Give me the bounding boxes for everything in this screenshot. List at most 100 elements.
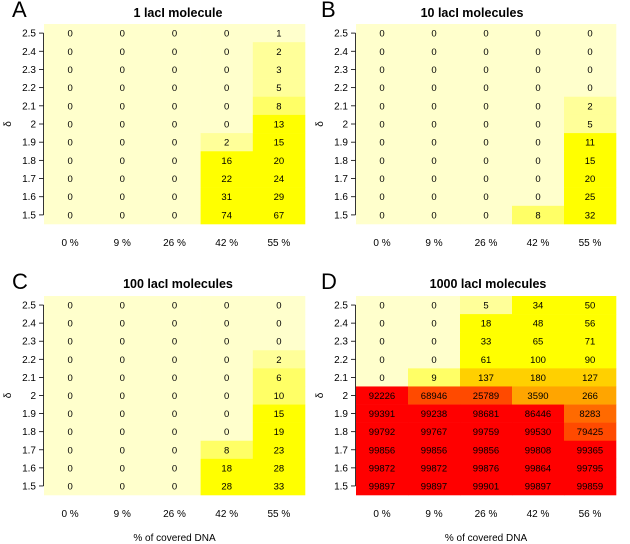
y-axis-label: δ [3,392,14,398]
heatmap-cell [564,151,617,170]
heatmap-cell [252,458,306,478]
cell-value-label: 90 [585,355,596,366]
cell-value-label: 56 [585,319,596,330]
heatmap-cell [44,296,97,315]
heatmap-cell [200,476,254,496]
cell-value-label: 0 [379,301,384,312]
y-tick-label: 1.6 [334,463,348,474]
y-tick-label: 2.3 [22,65,36,76]
cell-value-label: 0 [431,301,436,312]
heatmap-cell [408,96,461,116]
cell-value-label: 99859 [577,481,603,492]
heatmap-cell [44,440,97,460]
y-tick-label: 1.8 [22,156,36,167]
cell-value-label: 0 [483,47,488,58]
heatmap-cell [408,151,461,170]
heatmap-cell [96,440,149,460]
cell-value-label: 100 [530,355,546,366]
cell-value-label: 0 [172,156,177,167]
panel-title: 1 lacI molecule [134,6,223,20]
heatmap-cell [356,440,409,460]
cell-value-label: 5 [483,301,488,312]
y-tick-label: 2.1 [334,101,348,112]
heatmap-cell [148,440,201,460]
heatmap-cell [408,404,461,423]
heatmap-cell [44,314,97,333]
heatmap-cell [408,133,461,152]
heatmap-cell [148,476,201,496]
panel-a: 0 0 0 0 10 0 0 0 20 0 0 0 30 0 0 0 50 0 0 0 80 0 0 0 130 0 0 2 150 0 0… [3,0,306,249]
cell-value-label: 0 [67,301,72,312]
cell-value-label: 18 [221,463,232,474]
y-tick-label: 2 [342,391,348,402]
heatmap-cell [44,60,97,79]
y-tick-label: 2 [30,120,36,131]
heatmap-cell [252,440,306,460]
heatmap-cell [408,386,461,405]
y-tick-label: 1.7 [334,445,348,456]
cell-value-label: 0 [67,65,72,76]
heatmap-cell [148,205,201,225]
cell-value-label: 0 [483,83,488,94]
cell-value-label: 0 [224,373,229,384]
panel-letter: C [12,269,28,294]
cell-value-label: 22 [221,174,232,185]
cell-value-label: 98681 [473,409,499,420]
cell-value-label: 0 [379,373,384,384]
heatmap-cell [564,404,617,423]
heatmap-cell [564,133,617,152]
cell-value-label: 0 [120,445,125,456]
cell-value-label: 0 [172,138,177,149]
heatmap-cell [252,476,306,496]
x-tick-label: 0 % [61,238,78,249]
x-tick-label: 9 % [114,509,131,520]
cell-value-label: 0 [67,156,72,167]
heatmap-cell [512,24,565,43]
heatmap-cell [564,96,617,116]
heatmap-cell [356,96,409,116]
cell-value-label: 5 [276,83,281,94]
x-axis-label: % of covered DNA [445,533,528,544]
heatmap-cell [408,205,461,225]
cell-value-label: 9 [431,373,436,384]
y-tick-label: 1.7 [22,445,36,456]
cell-value-label: 0 [172,192,177,203]
panel-letter: A [12,0,27,22]
y-tick-label: 1.9 [22,409,36,420]
cell-value-label: 0 [172,301,177,312]
heatmap-cell [512,404,565,423]
heatmap-cell [200,24,254,43]
heatmap-cell [512,422,565,442]
heatmap-cell [200,350,254,369]
y-tick-label: 1.9 [334,138,348,149]
cell-value-label: 0 [535,29,540,40]
y-tick-label: 2.4 [22,47,36,58]
heatmap-cell [460,368,513,387]
cell-value-label: 0 [120,156,125,167]
heatmap-cell [148,114,201,134]
y-tick-label: 2.2 [22,83,36,94]
cell-value-label: 0 [172,481,177,492]
cell-value-label: 50 [585,301,596,312]
heatmap-cell [148,133,201,152]
cell-value-label: 0 [120,83,125,94]
cell-value-label: 99856 [421,445,447,456]
cell-value-label: 0 [276,337,281,348]
heatmap-cell [200,187,254,207]
cell-value-label: 0 [120,210,125,221]
cell-value-label: 68946 [421,391,447,402]
heatmap-cell [408,169,461,188]
cell-value-label: 0 [120,101,125,112]
cell-value-label: 0 [172,445,177,456]
cell-value-label: 0 [67,138,72,149]
heatmap-cell [512,386,565,405]
cell-value-label: 0 [120,355,125,366]
heatmap-cell [252,205,306,225]
cell-value-label: 0 [379,120,384,131]
cell-value-label: 0 [483,65,488,76]
cell-value-label: 0 [120,427,125,438]
cell-value-label: 0 [67,192,72,203]
heatmap-cell [356,60,409,79]
heatmap-cell [148,314,201,333]
